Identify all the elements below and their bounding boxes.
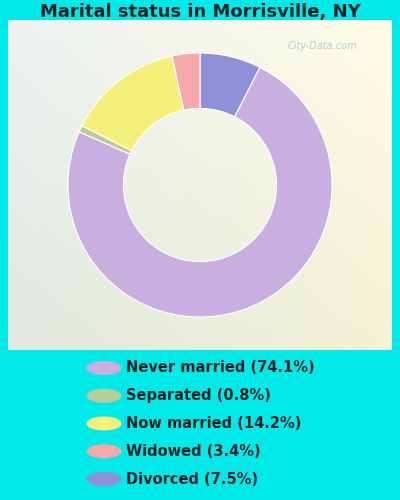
Circle shape	[87, 445, 121, 458]
Text: Divorced (7.5%): Divorced (7.5%)	[126, 472, 258, 486]
Text: Now married (14.2%): Now married (14.2%)	[126, 416, 301, 431]
Circle shape	[87, 362, 121, 374]
Wedge shape	[200, 53, 260, 117]
Circle shape	[87, 417, 121, 430]
Circle shape	[87, 390, 121, 402]
Wedge shape	[68, 68, 332, 317]
Wedge shape	[172, 53, 200, 110]
Text: Marital status in Morrisville, NY: Marital status in Morrisville, NY	[40, 4, 360, 22]
Wedge shape	[79, 126, 132, 154]
Text: City-Data.com: City-Data.com	[288, 42, 358, 51]
Circle shape	[87, 472, 121, 486]
Text: Widowed (3.4%): Widowed (3.4%)	[126, 444, 261, 459]
Text: Never married (74.1%): Never married (74.1%)	[126, 360, 315, 376]
Text: Separated (0.8%): Separated (0.8%)	[126, 388, 271, 403]
Wedge shape	[82, 56, 184, 150]
